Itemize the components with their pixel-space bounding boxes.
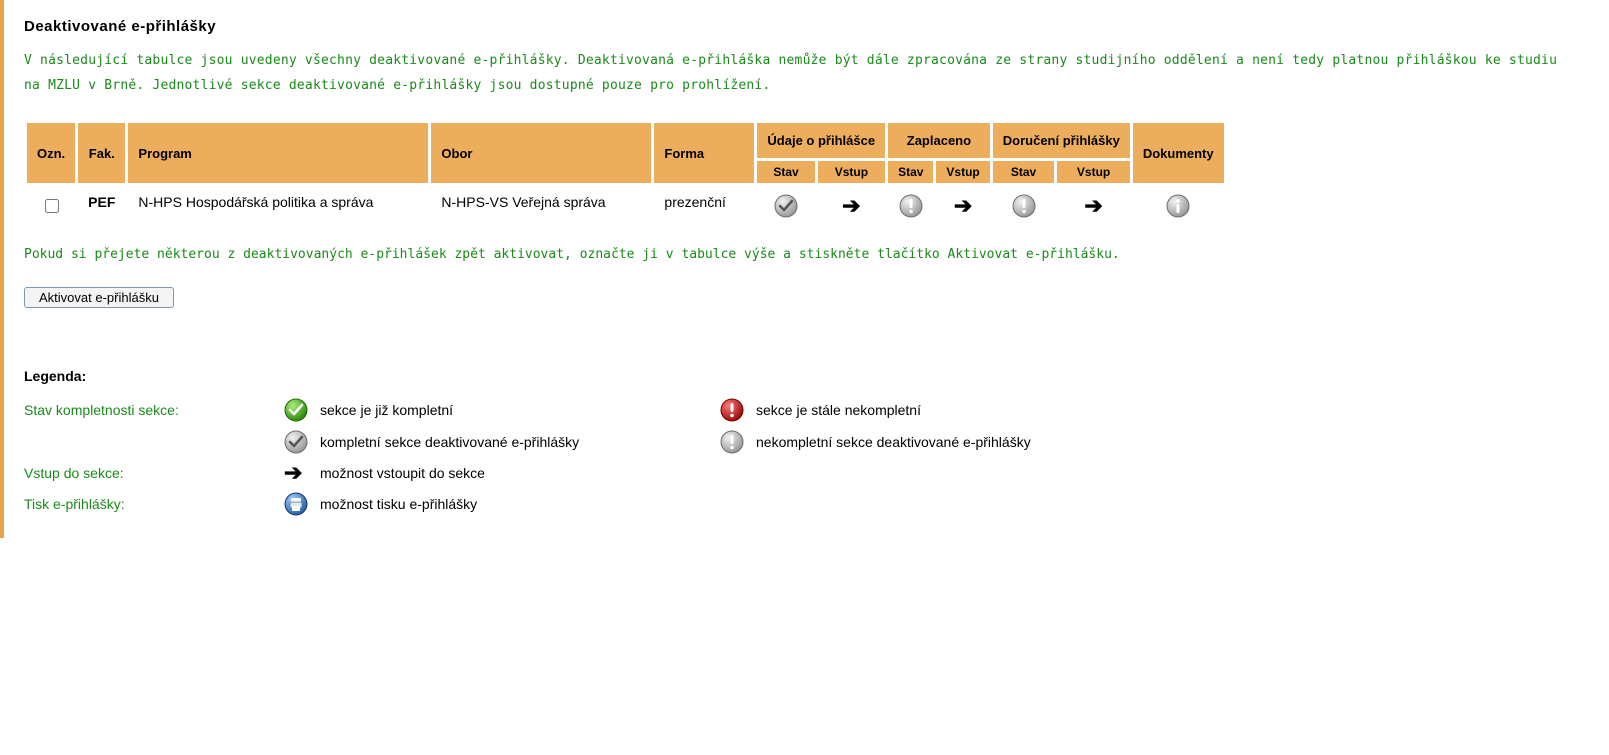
legend-text: možnost tisku e-přihlášky: [320, 488, 720, 520]
col-udaje-stav: Stav: [757, 161, 814, 183]
excl-gray-icon: [720, 430, 744, 454]
info-gray-icon[interactable]: [1166, 194, 1190, 218]
check-gray-icon: [284, 430, 308, 454]
col-doruceni: Doručení přihlášky: [993, 123, 1130, 158]
col-obor: Obor: [431, 123, 651, 183]
col-zapl-stav: Stav: [888, 161, 933, 183]
legend-row-label: Vstup do sekce:: [24, 458, 284, 488]
col-fak: Fak.: [78, 123, 125, 183]
legend-table: Stav kompletnosti sekce: sekce je již ko…: [24, 394, 1043, 520]
col-forma: Forma: [654, 123, 754, 183]
col-zaplaceno: Zaplaceno: [888, 123, 990, 158]
check-gray-icon: [774, 194, 798, 218]
arrow-icon[interactable]: ➔: [954, 193, 972, 218]
activate-button[interactable]: Aktivovat e-přihlášku: [24, 287, 174, 308]
check-green-icon: [284, 398, 308, 422]
row-checkbox[interactable]: [45, 199, 59, 213]
table-row: PEF N-HPS Hospodářská politika a správa …: [27, 186, 1224, 226]
col-zapl-vstup: Vstup: [936, 161, 989, 183]
col-udaje-vstup: Vstup: [818, 161, 885, 183]
legend-row-label: Stav kompletnosti sekce:: [24, 394, 284, 426]
legend-title: Legenda:: [24, 368, 1581, 384]
cell-fak: PEF: [78, 186, 125, 226]
legend-text: kompletní sekce deaktivované e-přihlášky: [320, 426, 720, 458]
col-dor-vstup: Vstup: [1057, 161, 1129, 183]
col-udaje: Údaje o přihlášce: [757, 123, 885, 158]
arrow-icon[interactable]: ➔: [842, 193, 860, 218]
legend-text: sekce je již kompletní: [320, 394, 720, 426]
after-table-text: Pokud si přejete některou z deaktivovaný…: [24, 243, 1581, 266]
legend-row-label: Tisk e-přihlášky:: [24, 488, 284, 520]
print-icon: [284, 492, 308, 516]
excl-red-icon: [720, 398, 744, 422]
legend-text: sekce je stále nekompletní: [756, 394, 1043, 426]
col-program: Program: [128, 123, 428, 183]
legend-text: možnost vstoupit do sekce: [320, 458, 720, 488]
excl-gray-icon: [1012, 194, 1036, 218]
arrow-icon: ➔: [284, 460, 302, 485]
intro-text: V následující tabulce jsou uvedeny všech…: [24, 49, 1581, 98]
col-dor-stav: Stav: [993, 161, 1055, 183]
col-dokumenty: Dokumenty: [1133, 123, 1224, 183]
applications-table: Ozn. Fak. Program Obor Forma Údaje o při…: [24, 120, 1227, 229]
cell-forma: prezenční: [654, 186, 754, 226]
arrow-icon[interactable]: ➔: [1084, 193, 1102, 218]
cell-obor: N-HPS-VS Veřejná správa: [431, 186, 651, 226]
excl-gray-icon: [899, 194, 923, 218]
legend-text: nekompletní sekce deaktivované e-přihláš…: [756, 426, 1043, 458]
col-ozn: Ozn.: [27, 123, 75, 183]
cell-program: N-HPS Hospodářská politika a správa: [128, 186, 428, 226]
page-title: Deaktivované e-přihlášky: [24, 18, 1581, 35]
